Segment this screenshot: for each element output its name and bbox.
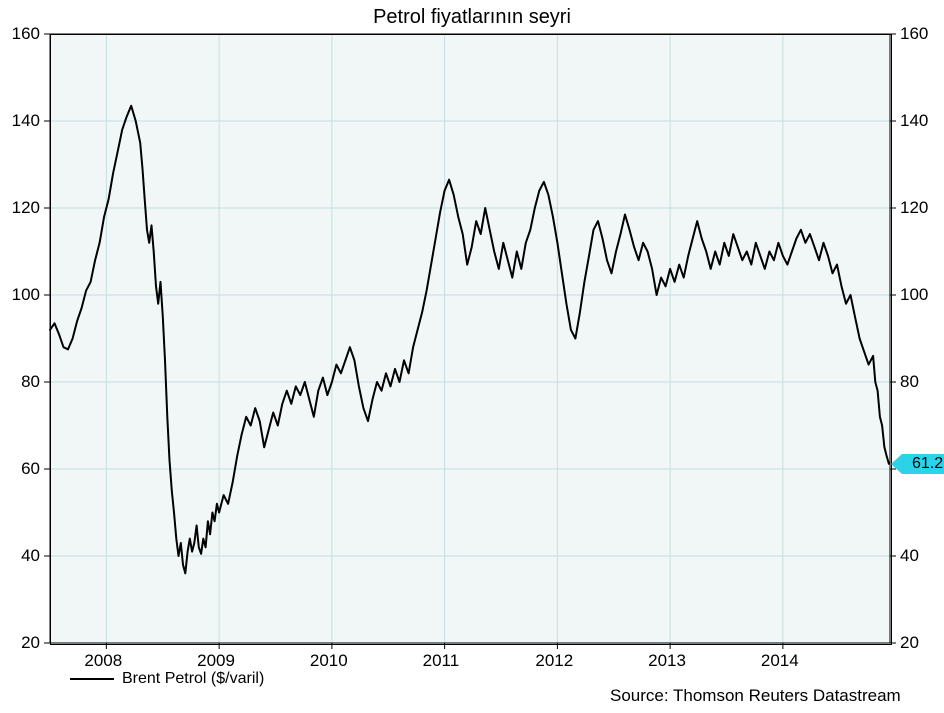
x-tick-label: 2013	[648, 651, 686, 671]
chart-svg	[0, 0, 944, 713]
y-tick-label-left: 100	[12, 285, 40, 305]
y-tick-label-right: 120	[900, 198, 928, 218]
chart-container: Petrol fiyatlarının seyri 20406080100120…	[0, 0, 944, 713]
y-tick-label-right: 100	[900, 285, 928, 305]
y-tick-label-right: 80	[900, 372, 919, 392]
y-tick-label-left: 20	[21, 633, 40, 653]
x-tick-label: 2008	[84, 651, 122, 671]
y-tick-label-right: 140	[900, 111, 928, 131]
y-tick-label-left: 120	[12, 198, 40, 218]
legend: Brent Petrol ($/varil)	[70, 670, 264, 688]
y-tick-label-right: 20	[900, 633, 919, 653]
y-tick-label-left: 160	[12, 24, 40, 44]
x-tick-label: 2010	[310, 651, 348, 671]
y-tick-label-left: 140	[12, 111, 40, 131]
x-tick-label: 2012	[535, 651, 573, 671]
y-tick-label-left: 40	[21, 546, 40, 566]
legend-label: Brent Petrol ($/varil)	[122, 670, 264, 688]
y-tick-label-right: 40	[900, 546, 919, 566]
y-tick-label-left: 80	[21, 372, 40, 392]
callout-value: 61.2	[912, 455, 943, 472]
y-tick-label-left: 60	[21, 459, 40, 479]
last-value-callout: 61.2	[902, 454, 944, 474]
source-text: Source: Thomson Reuters Datastream	[610, 686, 901, 706]
x-tick-label: 2014	[761, 651, 799, 671]
y-tick-label-right: 160	[900, 24, 928, 44]
x-tick-label: 2011	[423, 651, 460, 671]
legend-swatch	[70, 678, 114, 680]
x-tick-label: 2009	[197, 651, 235, 671]
